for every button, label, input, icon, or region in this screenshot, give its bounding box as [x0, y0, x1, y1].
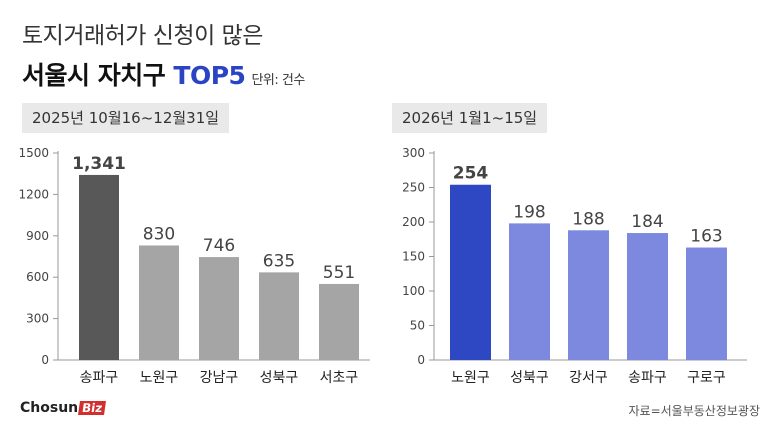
- bar-value-label: 551: [323, 263, 355, 283]
- y-tick-label: 300: [26, 312, 49, 326]
- y-tick-label: 0: [417, 353, 425, 367]
- bar: [627, 233, 668, 360]
- unit-label: 단위: 건수: [251, 73, 305, 88]
- category-label: 구로구: [687, 370, 726, 386]
- period-label-right: 2026년 1월1~15일: [392, 103, 548, 133]
- bar: [79, 174, 119, 360]
- bar: [509, 223, 550, 360]
- bar-value-label: 198: [513, 202, 545, 222]
- y-tick-label: 150: [402, 250, 425, 264]
- y-tick-label: 50: [410, 319, 425, 333]
- logo-badge: Biz: [78, 401, 107, 415]
- y-tick-label: 1500: [18, 146, 49, 160]
- bar-value-label: 254: [453, 164, 489, 184]
- bar-chart-right: 0 50 100 150 200 250 300 254 노원구 198 성북구 188 강서구 184 송…: [402, 146, 747, 386]
- y-tick-label: 250: [402, 181, 425, 195]
- bar-value-label: 188: [572, 209, 604, 229]
- category-label: 노원구: [451, 370, 490, 386]
- category-label: 성북구: [510, 370, 549, 386]
- title-highlight: TOP5: [173, 61, 246, 90]
- bar: [319, 283, 359, 360]
- category-label: 성북구: [260, 370, 299, 386]
- bar: [199, 257, 239, 360]
- category-label: 송파구: [628, 370, 667, 386]
- bar-value-label: 830: [143, 224, 175, 244]
- bar-chart-left: 0 300 600 900 1200 1500 1,341 송파구 830 노원구 746 강남구 63…: [18, 146, 370, 386]
- y-tick-label: 0: [41, 353, 49, 367]
- bar: [686, 247, 727, 360]
- bar-value-label: 746: [203, 236, 235, 256]
- y-tick-label: 200: [402, 215, 425, 229]
- title-prefix: 서울시 자치구: [22, 61, 174, 90]
- chart-title-line2: 서울시 자치구 TOP5 단위: 건수: [22, 56, 305, 92]
- bar: [139, 245, 179, 360]
- chart-title-line1: 토지거래허가 신청이 많은: [22, 23, 263, 49]
- bar: [450, 184, 491, 360]
- category-label: 강서구: [569, 370, 608, 386]
- y-tick-label: 100: [402, 284, 425, 298]
- bar-value-label: 163: [690, 227, 722, 247]
- y-tick-label: 1200: [18, 187, 49, 201]
- y-tick-label: 300: [402, 146, 425, 160]
- y-tick-label: 900: [26, 229, 49, 243]
- bar-value-label: 635: [263, 251, 295, 271]
- category-label: 서초구: [320, 370, 359, 386]
- source-note: 자료=서울부동산정보광장: [628, 404, 761, 418]
- category-label: 노원구: [140, 370, 179, 386]
- publisher-logo: Chosun Biz: [20, 400, 107, 416]
- y-tick-label: 600: [26, 270, 49, 284]
- period-label-left: 2025년 10월16~12월31일: [22, 103, 230, 133]
- category-label: 강남구: [200, 370, 239, 386]
- logo-main: Chosun: [20, 400, 79, 416]
- bar: [259, 272, 299, 360]
- bar: [568, 230, 609, 360]
- bar-value-label: 184: [631, 212, 663, 232]
- category-label: 송파구: [80, 370, 119, 386]
- bar-value-label: 1,341: [72, 154, 126, 174]
